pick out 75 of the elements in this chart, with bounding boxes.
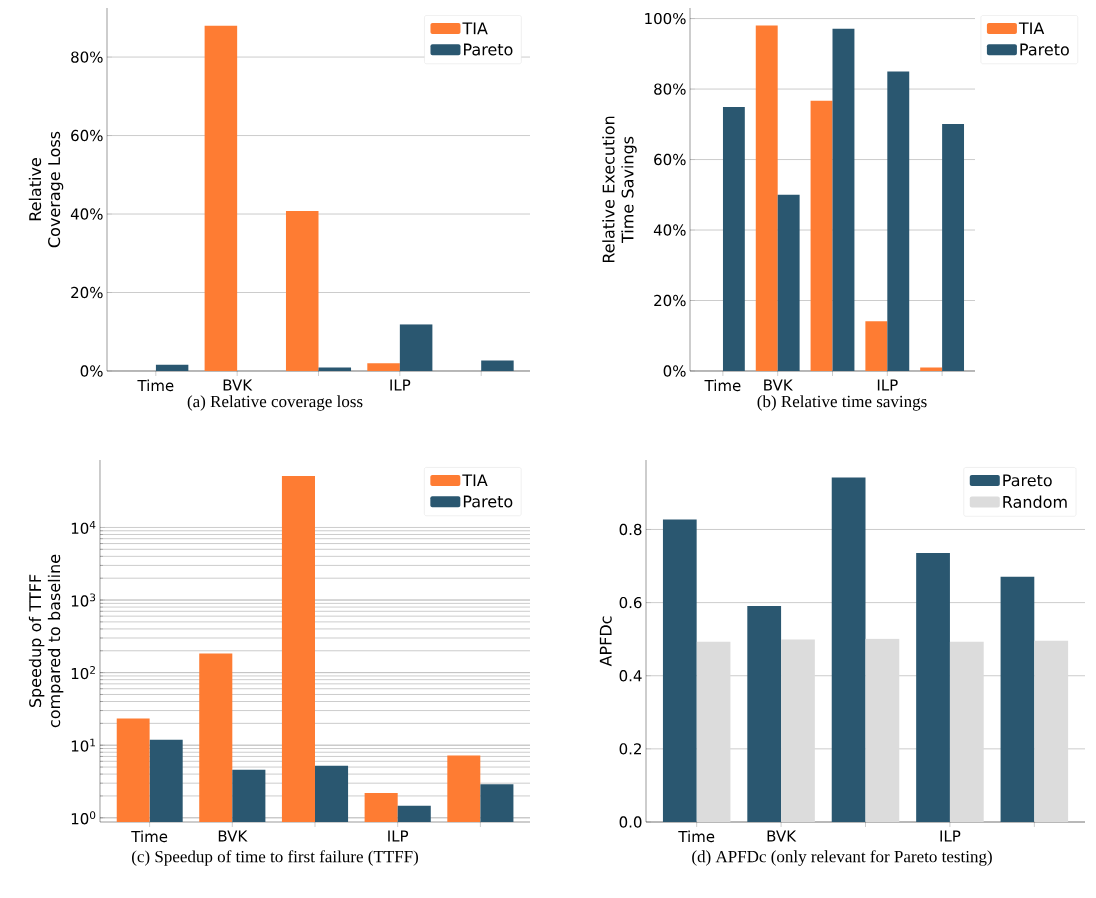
bar — [204, 25, 238, 371]
bar — [865, 638, 900, 822]
legend-label: Pareto — [464, 43, 513, 56]
legend-label: Random — [1003, 495, 1067, 508]
y-tick-label: 10$^{1}$ — [71, 738, 95, 752]
x-tick-label: Time — [704, 379, 741, 392]
y-axis-title: Relative Execution Time Savings — [602, 116, 637, 263]
bar — [942, 123, 965, 371]
text: (d) APFDc (only relevant for Pareto testing) — [692, 850, 992, 866]
bar — [318, 367, 352, 371]
bar — [481, 360, 514, 371]
y-tick-label: 40% — [653, 224, 686, 236]
legend-label: Pareto — [1003, 474, 1052, 487]
bar — [747, 605, 782, 822]
y-axis-title: Speedup of TTFF compared to baseline — [28, 554, 64, 728]
y-tick-label: 80% — [71, 51, 103, 63]
bar — [832, 28, 855, 371]
x-tick-label: ILP — [940, 830, 961, 842]
x-tick-label: Time — [678, 830, 715, 843]
x-tick-label: ILP — [390, 379, 411, 391]
bar — [662, 519, 697, 822]
x-tick-label: Time — [137, 379, 174, 392]
y-tick-label: 100% — [645, 12, 686, 25]
y-tick-label: 10$^{2}$ — [71, 666, 95, 680]
bar — [887, 71, 910, 371]
x-tick-label: ILP — [388, 830, 409, 842]
y-tick-label: 80% — [654, 83, 686, 95]
x-tick-label: ILP — [877, 379, 898, 391]
bar — [722, 107, 745, 371]
y-tick-label: 0.4 — [619, 670, 642, 682]
bar — [367, 363, 400, 371]
y-tick-label: 10$^{3}$ — [71, 593, 96, 607]
bar — [916, 552, 950, 822]
y-tick-label: 20% — [71, 286, 103, 299]
bar — [865, 321, 888, 371]
bar — [810, 100, 833, 371]
y-tick-label: 10$^{0}$ — [71, 811, 96, 825]
text: (a) Relative coverage loss — [187, 395, 363, 411]
bar — [755, 25, 778, 371]
bar — [777, 194, 800, 371]
y-tick-label: 60% — [71, 129, 103, 142]
bar — [781, 639, 815, 822]
bar — [696, 641, 731, 822]
bar — [155, 364, 189, 371]
bar — [920, 367, 943, 371]
y-tick-label: 20% — [654, 294, 686, 307]
y-axis-title: Relative Coverage Loss — [28, 131, 64, 248]
legend-label: Pareto — [463, 495, 513, 508]
x-tick-label: BVK — [218, 830, 248, 842]
y-tick-label: 0% — [80, 365, 103, 377]
bar — [1034, 640, 1069, 822]
legend-label: TIA — [1018, 22, 1045, 35]
y-tick-label: 0.8 — [619, 523, 642, 536]
y-tick-label: 60% — [654, 153, 686, 166]
x-tick-label: BVK — [767, 830, 797, 842]
x-tick-label: BVK — [764, 379, 793, 391]
y-tick-label: 0% — [663, 365, 686, 377]
legend-label: Pareto — [1020, 43, 1069, 56]
bar — [1000, 576, 1035, 822]
y-tick-label: 10$^{4}$ — [71, 520, 96, 535]
bar — [949, 641, 984, 822]
text: (c) Speedup of time to first failure (TTFF) — [132, 850, 419, 866]
x-tick-label: BVK — [223, 379, 253, 391]
text: (b) Relative time savings — [757, 395, 927, 411]
y-tick-label: 0.0 — [619, 816, 642, 828]
legend-label: TIA — [462, 22, 488, 35]
y-tick-label: 0.6 — [619, 596, 642, 609]
x-tick-label: Time — [131, 830, 168, 843]
legend-label: TIA — [462, 474, 488, 487]
bar — [285, 210, 319, 371]
bar — [831, 477, 866, 822]
y-axis-title: APFDc — [599, 616, 612, 667]
y-tick-label: 0.2 — [619, 743, 641, 755]
y-tick-label: 40% — [70, 208, 103, 220]
bar — [399, 324, 433, 371]
